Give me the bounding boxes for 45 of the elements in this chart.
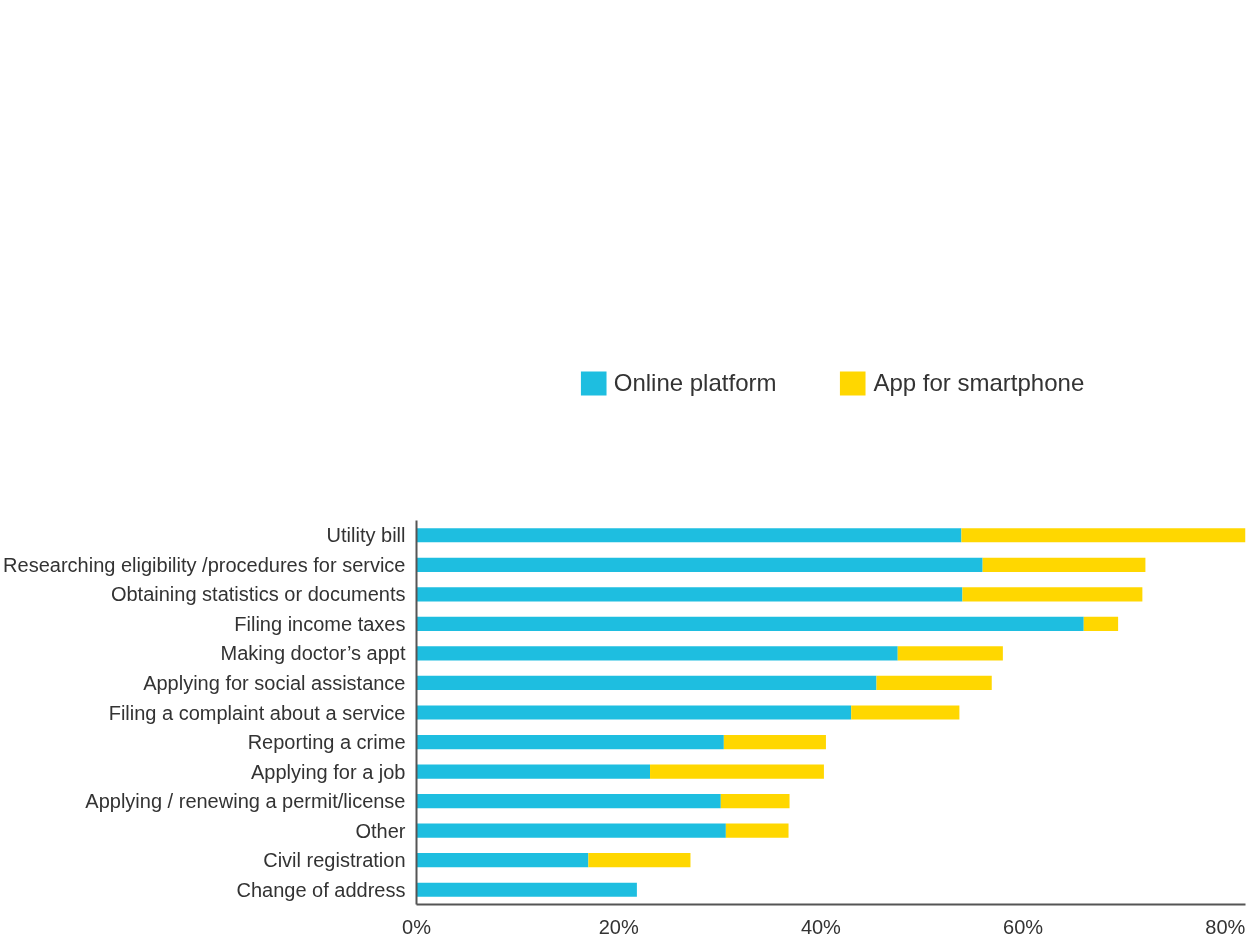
bar — [416, 675, 877, 691]
bar — [416, 823, 726, 838]
bar — [725, 823, 789, 838]
bar — [416, 853, 589, 868]
y-tick-label: Filing a complaint about a service — [108, 701, 406, 724]
bar — [720, 794, 790, 809]
bar — [416, 794, 721, 809]
bar — [1083, 616, 1119, 631]
y-tick-label: Change of address — [236, 878, 406, 901]
bar — [851, 705, 960, 720]
y-tick-label: Reporting a crime — [247, 731, 406, 754]
y-tick-label: Civil registration — [263, 849, 406, 872]
x-tick-label: 0% — [402, 915, 432, 938]
bar — [416, 646, 898, 661]
y-tick-label: Other — [355, 819, 406, 842]
bar — [416, 616, 1084, 631]
x-tick-label: 80% — [1205, 915, 1246, 938]
bar — [416, 528, 962, 543]
bar — [416, 882, 637, 897]
x-tick-label: 20% — [598, 915, 639, 938]
y-tick-label: Applying / renewing a permit/license — [85, 790, 406, 813]
y-tick-label: Obtaining statistics or documents — [110, 583, 406, 606]
bar — [588, 853, 691, 868]
bar — [876, 675, 992, 691]
y-tick-label: Applying for a job — [250, 760, 406, 783]
y-tick-label: Applying for social assistance — [143, 671, 406, 694]
x-tick-label: 40% — [800, 915, 842, 938]
x-tick-label: 60% — [1003, 915, 1044, 938]
legend-label: Online platform — [613, 368, 777, 397]
bar — [416, 587, 963, 602]
legend-label: App for smartphone — [873, 368, 1085, 397]
y-tick-label: Filing income taxes — [234, 612, 406, 635]
y-tick-label: Researching eligibility /procedures for service — [3, 553, 406, 576]
bar — [962, 587, 1143, 602]
bar — [982, 557, 1146, 572]
bar — [416, 764, 651, 779]
y-tick-label: Utility bill — [326, 524, 406, 547]
y-tick-label: Making doctor’s appt — [220, 642, 406, 665]
bar — [650, 764, 824, 779]
bar — [416, 705, 852, 720]
bar — [416, 557, 983, 572]
bar — [961, 528, 1246, 543]
bar — [416, 734, 724, 750]
bar — [897, 646, 1003, 661]
bar — [723, 734, 826, 750]
